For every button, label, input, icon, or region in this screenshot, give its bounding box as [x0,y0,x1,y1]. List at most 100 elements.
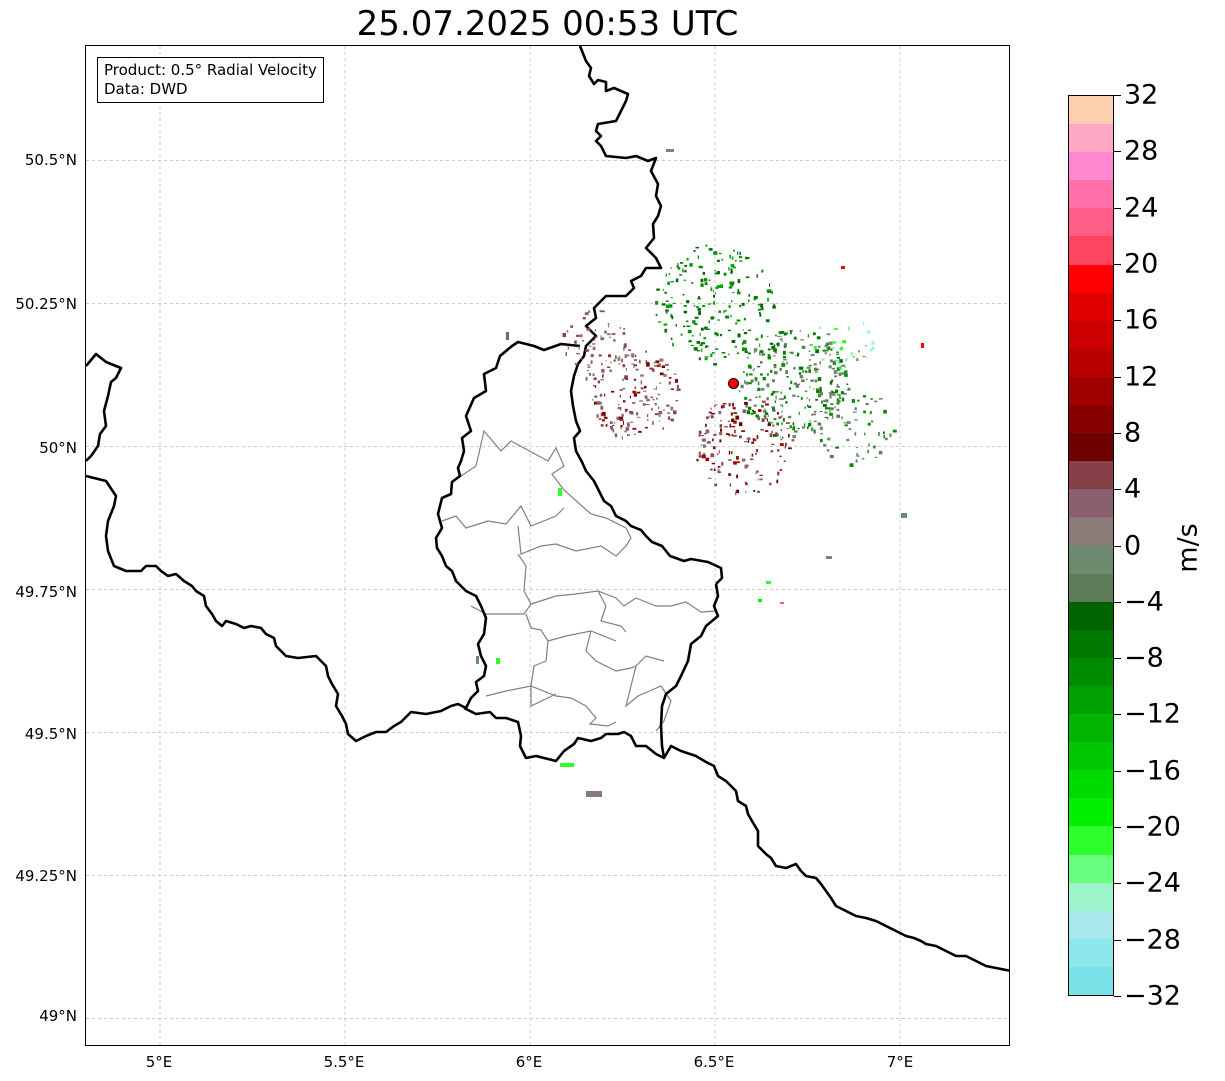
radar-echo-pixel [593,377,597,380]
radar-echo-pixel [718,450,720,454]
radar-echo-pixel [781,339,783,343]
radar-echo-pixel [588,310,591,313]
radar-echo-pixel [783,395,786,400]
radar-echo-pixel [817,422,821,426]
radar-echo-pixel [838,372,842,376]
radar-echo-pixel [646,398,649,402]
radar-echo-pixel [734,429,736,434]
radar-echo-pixel [601,419,605,422]
radar-echo-pixel [717,466,721,468]
radar-echo-pixel [780,404,783,406]
radar-echo-pixel [604,330,607,334]
radar-echo-pixel [679,274,683,276]
radar-echo-pixel [689,263,693,267]
radar-echo-pixel [667,412,671,414]
radar-echo-pixel [613,339,616,342]
radar-echo-pixel [766,418,768,422]
radar-echo-pixel [847,388,851,391]
radar-echo-pixel [625,427,629,431]
radar-echo-pixel [634,386,636,389]
radar-echo-pixel [839,371,843,373]
radar-echo-pixel [785,370,788,374]
radar-echo-pixel [723,310,725,314]
radar-echo-pixel [748,329,752,331]
radar-echo-pixel [686,320,689,322]
radar-echo-pixel [662,289,664,291]
radar-echo-pixel [808,369,811,373]
radar-echo-pixel [852,356,855,358]
radar-echo-pixel [816,390,819,394]
radar-echo-pixel [657,321,662,323]
radar-echo-pixel [818,393,822,398]
radar-echo-pixel [829,412,833,416]
radar-echo-pixel [763,415,767,418]
radar-echo-pixel [775,334,777,337]
radar-echo-pixel [565,352,567,357]
radar-echo-pixel [753,296,756,301]
radar-echo-pixel [719,432,723,436]
border-north-east [569,46,724,585]
radar-echo-pixel [804,423,806,427]
radar-echo-pixel [592,373,595,377]
radar-echo-pixel [612,428,615,433]
radar-echo-pixel [613,422,616,424]
radar-echo-pixel [871,420,874,423]
radar-echo-pixel [781,363,786,367]
radar-echo-pixel [753,438,757,442]
colorbar-segment [1069,433,1113,462]
radar-echo-pixel [736,352,740,354]
radar-echo-pixel [687,329,692,334]
radar-echo-pixel [657,406,660,410]
radar-echo-pixel [635,412,639,416]
border-lux-de [659,583,720,759]
lon-tick-label: 5.5°E [323,1053,365,1071]
colorbar-tick [1114,207,1121,209]
radar-echo-pixel [608,354,612,358]
radar-echo-pixel [644,385,647,389]
radar-echo-pixel [627,422,630,426]
radar-echo-pixel [809,422,812,427]
radar-echo-pixel [591,399,594,401]
radar-echo-pixel [857,399,860,402]
radar-echo-pixel [633,433,636,436]
radar-echo-pixel [828,392,832,394]
radar-echo-pixel [728,402,731,407]
radar-echo-pixel [730,271,732,274]
radar-echo-pixel [633,364,637,367]
radar-echo-pixel [675,378,678,383]
radar-echo-pixel [506,332,509,340]
radar-echo-pixel [735,322,738,325]
colorbar-segment [1069,714,1113,743]
map-canvas[interactable] [86,46,1010,1046]
radar-echo-pixel [730,264,735,268]
radar-echo-pixel [742,342,744,346]
radar-echo-pixel [683,305,687,307]
radar-echo-pixel [759,343,761,348]
radar-echo-pixel [607,325,609,328]
radar-echo-pixel [810,379,814,382]
radar-echo-pixel [756,470,759,473]
radar-echo-pixel [773,303,775,306]
radar-echo-pixel [828,341,833,345]
radar-echo-pixel [596,414,599,418]
radar-echo-pixel [863,410,866,414]
radar-echo-pixel [794,336,797,340]
radar-echo-pixel [772,407,776,412]
radar-echo-pixel [746,410,751,415]
radar-echo-pixel [602,375,604,378]
radar-echo-pixel [704,282,708,286]
radar-echo-pixel [647,414,649,418]
radar-echo-pixel [799,374,804,379]
radar-echo-pixel [761,388,765,391]
radar-echo-pixel [769,433,773,437]
map-plot-area[interactable] [85,45,1010,1046]
radar-echo-pixel [645,360,647,363]
radar-echo-pixel [841,364,846,367]
radar-echo-pixel [756,274,758,278]
colorbar-segment [1069,348,1113,377]
radar-echo-pixel [746,357,749,359]
radar-echo-pixel [629,421,634,423]
radar-echo-pixel [747,352,751,355]
radar-echo-pixel [730,314,732,318]
radar-echo-pixel [874,400,878,403]
